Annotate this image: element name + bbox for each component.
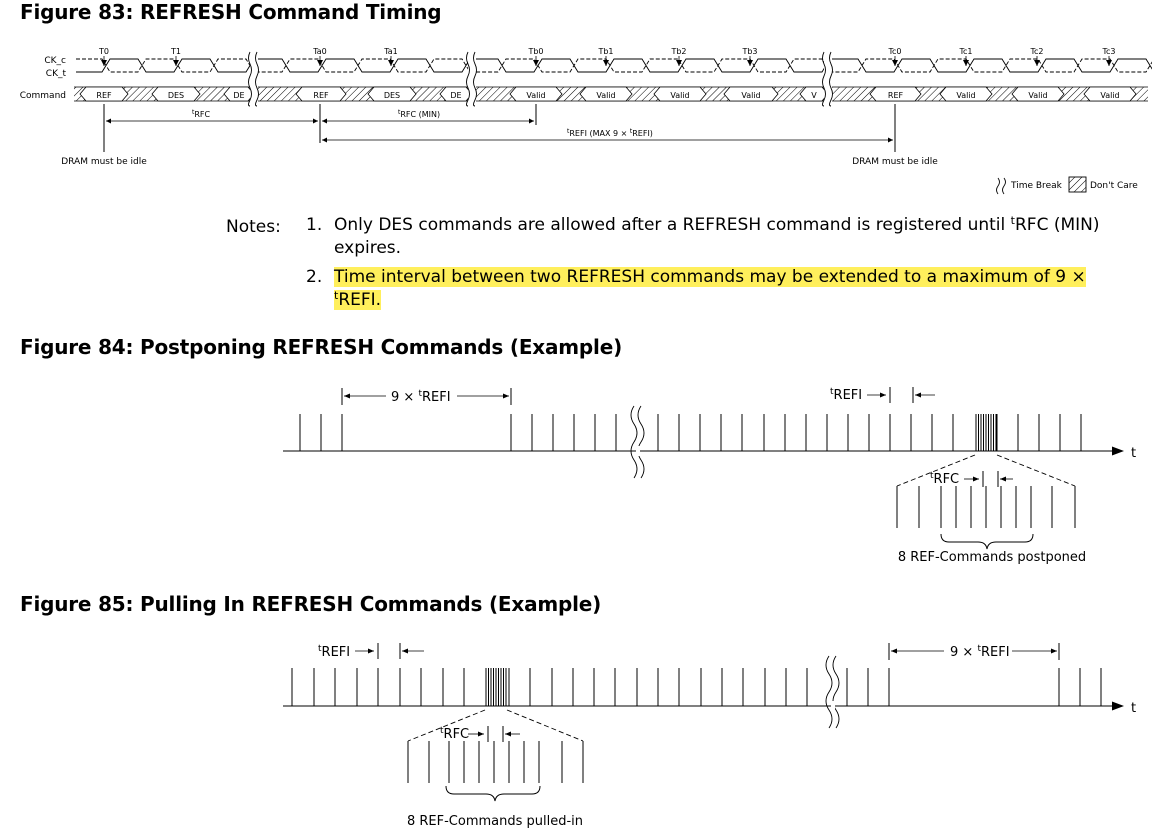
clock-label: Tc0 <box>887 47 901 56</box>
figure-83-title: Figure 83: REFRESH Command Timing <box>20 0 442 24</box>
command-cell <box>79 86 129 102</box>
clock-label: Tb1 <box>597 47 613 56</box>
nine-trefi-interval: 9 × tREFI <box>888 643 1060 660</box>
time-break-icon <box>996 177 1006 195</box>
svg-text:tRFC: tRFC <box>192 109 211 119</box>
command-cell <box>869 86 922 102</box>
clock-waveform <box>76 58 1152 73</box>
trefi-interval: tREFI <box>830 387 935 403</box>
command-text: DE <box>450 91 461 100</box>
svg-text:9 × tREFI: 9 × tREFI <box>391 389 451 405</box>
clock-label: Tb2 <box>670 47 686 56</box>
svg-text:tREFI: tREFI <box>318 644 350 660</box>
zoomed-ref-ticks <box>896 486 1076 528</box>
command-text: Valid <box>1100 91 1119 100</box>
idle-left-note: DRAM must be idle <box>61 157 147 167</box>
command-cell <box>939 86 993 102</box>
svg-text:tRFC (MIN): tRFC (MIN) <box>398 109 440 119</box>
command-cell <box>151 86 201 102</box>
command-text: REF <box>96 91 112 100</box>
command-cell <box>367 86 417 102</box>
ck-t-label: CK_t <box>46 69 67 79</box>
svg-text:tRFC: tRFC <box>930 471 959 487</box>
svg-text:Don't Care: Don't Care <box>1090 181 1138 191</box>
clock-label: Tc3 <box>1101 47 1115 56</box>
clock-label: Tc1 <box>958 47 972 56</box>
postponed-caption: 8 REF-Commands postponed <box>898 550 1086 565</box>
refresh-ticks <box>291 668 1102 706</box>
clock-label: Ta0 <box>312 47 327 56</box>
trfc-min-interval: tRFC (MIN) <box>322 109 534 124</box>
clock-label: T0 <box>98 47 109 56</box>
command-text: Valid <box>956 91 975 100</box>
command-cell <box>1083 86 1137 102</box>
postponed-brace <box>940 533 1034 550</box>
command-cell <box>509 86 563 102</box>
svg-text:tREFI: tREFI <box>830 387 862 403</box>
postponing-refresh-diagram: t 9 × tREFI tREFI tRFC 8 REF-Commands po… <box>283 387 1136 565</box>
command-text: Valid <box>526 91 545 100</box>
legend: Time Break Don't Care <box>996 176 1138 195</box>
figure-85-title: Figure 85: Pulling In REFRESH Commands (… <box>20 592 602 616</box>
nine-trefi-interval: 9 × tREFI <box>341 388 512 405</box>
trfc-interval: tRFC <box>106 109 318 124</box>
pulled-in-caption: 8 REF-Commands pulled-in <box>407 814 583 829</box>
refresh-timing-diagram: CK_c CK_t Command REF DES DE REF DES DE Valid V… <box>20 47 1152 195</box>
clock-label: Tc2 <box>1029 47 1043 56</box>
trfc-interval: tRFC <box>930 471 1013 487</box>
command-text: DES <box>168 91 184 100</box>
clock-label: Tb0 <box>527 47 543 56</box>
ck-t-wave <box>76 58 1152 73</box>
trfc-interval: tRFC <box>440 726 520 742</box>
command-text: DES <box>384 91 400 100</box>
command-cell <box>723 86 779 102</box>
command-text: Valid <box>741 91 760 100</box>
notes-label: Notes: <box>226 217 281 237</box>
zoomed-ref-ticks <box>407 741 584 783</box>
command-text: Valid <box>596 91 615 100</box>
idle-right-note: DRAM must be idle <box>852 157 938 167</box>
trefi-max-interval: tREFI (MAX 9 × tREFI) <box>322 128 893 143</box>
dont-care-icon <box>1068 176 1087 193</box>
command-bus: REF DES DE REF DES DE Valid Valid Valid Valid V REF… <box>74 86 1148 102</box>
command-cell <box>295 86 347 102</box>
command-cell <box>653 86 707 102</box>
time-axis-label: t <box>1131 446 1136 461</box>
command-text: Valid <box>670 91 689 100</box>
command-text: REF <box>888 91 904 100</box>
command-text: Valid <box>1028 91 1047 100</box>
command-text: REF <box>313 91 329 100</box>
ck-c-wave <box>76 58 1152 73</box>
figure-84-title: Figure 84: Postponing REFRESH Commands (… <box>20 335 623 359</box>
svg-text:tRFC: tRFC <box>440 726 469 742</box>
pulled-in-brace <box>445 785 541 802</box>
command-text: DE <box>233 91 244 100</box>
svg-text:9 × tREFI: 9 × tREFI <box>950 644 1010 660</box>
command-text: V <box>811 91 817 100</box>
clock-label: Tb3 <box>741 47 757 56</box>
time-axis-label: t <box>1131 701 1136 716</box>
svg-text:Time Break: Time Break <box>1010 181 1063 191</box>
command-cell <box>1011 86 1065 102</box>
clock-label: Ta1 <box>383 47 398 56</box>
clock-labels: T0 T1 Ta0 Ta1 Tb0 Tb1 Tb2 Tb3 Tc0 Tc1 Tc2 Tc3 <box>98 47 1116 66</box>
refresh-ticks <box>299 414 1082 451</box>
ck-c-label: CK_c <box>44 56 66 66</box>
time-breaks <box>248 50 833 107</box>
trefi-interval: tREFI <box>318 643 424 660</box>
command-cell <box>579 86 633 102</box>
svg-text:tREFI (MAX 9 × tREFI): tREFI (MAX 9 × tREFI) <box>567 128 653 138</box>
command-label: Command <box>20 91 66 101</box>
pulling-in-refresh-diagram: t tREFI 9 × tREFI tRFC 8 REF-Commands pu… <box>283 643 1136 829</box>
clock-label: T1 <box>170 47 181 56</box>
